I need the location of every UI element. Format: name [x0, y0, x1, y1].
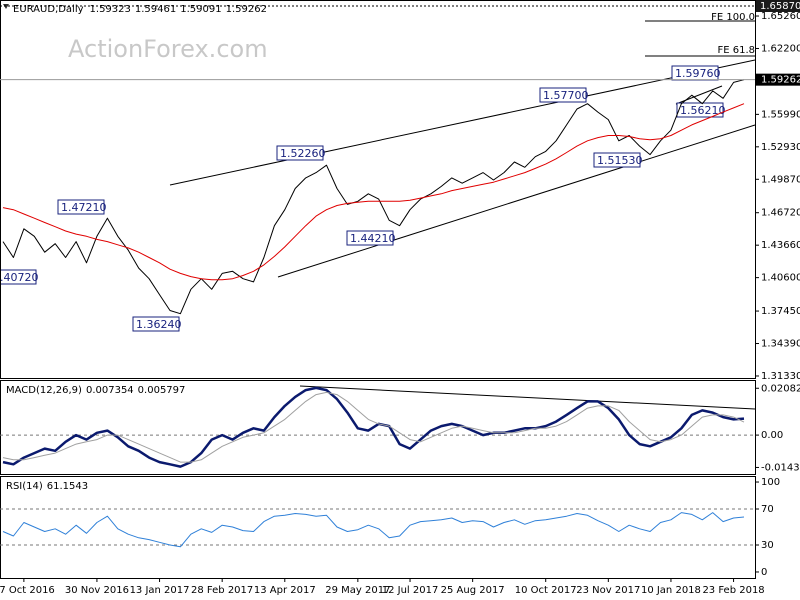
panel-frame: [0, 0, 756, 379]
annotation-box: [132, 316, 180, 332]
panel-frame: [0, 380, 756, 475]
y-tick-label: 1.52930: [761, 142, 800, 153]
series-line: [2, 391, 745, 463]
y-tick-label: 1.37450: [761, 306, 800, 317]
high: 1.59461: [135, 4, 176, 15]
y-tick-label: 1.55990: [761, 109, 800, 120]
y-tick-label: 100: [761, 477, 780, 488]
close: 1.59262: [226, 4, 267, 15]
indicator-name: MACD(12,26,9): [6, 385, 82, 396]
current-price-box: [755, 73, 800, 86]
pattern-line: [675, 85, 723, 105]
x-tick-label: 30 Nov 2016: [65, 585, 129, 596]
annotation-label: 1.59760: [675, 67, 721, 80]
watermark: ActionForex.com: [68, 35, 268, 63]
level-label: 1.65870: [760, 1, 800, 12]
channel-line: [169, 59, 756, 186]
annotation-label: 1.52260: [280, 147, 326, 160]
x-tick-label: 28 Feb 2017: [191, 585, 253, 596]
header: EURAUD,Daily 1.59323 1.59461 1.59091 1.59262: [3, 4, 267, 15]
annotation-box: [539, 87, 587, 103]
annotation-label: 1.56210: [680, 104, 726, 117]
y-tick-label: 30: [761, 540, 774, 551]
annotation-box: [676, 102, 724, 118]
annotation-label: 1.40720: [0, 271, 39, 284]
macd-trendline: [299, 385, 756, 410]
x-tick-label: 29 May 2017: [325, 585, 390, 596]
y-tick-label: 1.49870: [761, 174, 800, 185]
fe-label: FE 61.8: [717, 45, 755, 56]
y-tick-label: 0.020827: [761, 383, 800, 394]
indicator-label: MACD(12,26,9) 0.007354 0.005797: [6, 385, 185, 396]
fe-label: FE 100.0: [711, 12, 755, 23]
indicator-value: 61.1543: [47, 481, 88, 492]
series-line: [2, 386, 745, 468]
y-tick-label: 1.34390: [761, 339, 800, 350]
y-tick-label: 0: [761, 567, 767, 578]
series-line: [2, 103, 745, 281]
x-tick-label: 10 Oct 2017: [515, 585, 577, 596]
y-tick-label: 1.46720: [761, 208, 800, 219]
open: 1.59323: [90, 4, 131, 15]
indicator-value: 0.007354: [86, 385, 134, 396]
current-price-label: 1.59262: [761, 75, 800, 86]
y-tick-label: 1.65260: [761, 11, 800, 22]
annotation-label: 1.36240: [136, 318, 182, 331]
indicator-name: RSI(14): [6, 481, 43, 492]
drawings: [0, 5, 756, 410]
x-tick-label: 25 Aug 2017: [441, 585, 505, 596]
header-text: EURAUD,Daily 1.59323 1.59461 1.59091 1.59262: [13, 4, 267, 15]
y-tick-label: 1.40600: [761, 273, 800, 284]
x-tick-label: 10 Jan 2018: [641, 585, 701, 596]
x-tick-label: 13 Apr 2017: [254, 585, 316, 596]
y-tick-label: -0.014386: [761, 462, 800, 473]
indicator-value: 0.005797: [138, 385, 186, 396]
y-tick-label: 1.43660: [761, 240, 800, 251]
y-tick-label: 0.00: [761, 430, 783, 441]
x-tick-label: 13 Jan 2017: [130, 585, 190, 596]
series-line: [2, 512, 745, 548]
indicator-label: RSI(14) 61.1543: [6, 481, 88, 492]
symbol: EURAUD,Daily: [13, 4, 84, 15]
annotation-box: [593, 152, 641, 168]
x-tick-label: 23 Nov 2017: [576, 585, 640, 596]
annotation-label: 1.57700: [543, 89, 589, 102]
panel-frame: [0, 476, 756, 579]
y-tick-label: 1.31330: [761, 371, 800, 382]
x-tick-label: 23 Feb 2018: [702, 585, 764, 596]
annotation-label: 1.51530: [597, 154, 643, 167]
annotation-box: [57, 199, 105, 215]
annotation-label: 1.47210: [61, 201, 107, 214]
annotation-box: [346, 230, 394, 246]
annotations: 1.59760 1.57700 1.52260 1.47210 1.44210 1.407…: [0, 65, 726, 332]
y-tick-label: 1.62200: [761, 43, 800, 54]
x-tick-label: 17 Oct 2016: [0, 585, 55, 596]
channel-line: [277, 124, 756, 278]
x-tick-label: 12 Jul 2017: [382, 585, 439, 596]
annotation-label: 1.44210: [350, 232, 396, 245]
level-box: [755, 0, 800, 12]
low: 1.59091: [180, 4, 221, 15]
annotation-box: [276, 145, 324, 161]
annotation-box: [0, 269, 37, 285]
y-tick-label: 70: [761, 504, 774, 515]
